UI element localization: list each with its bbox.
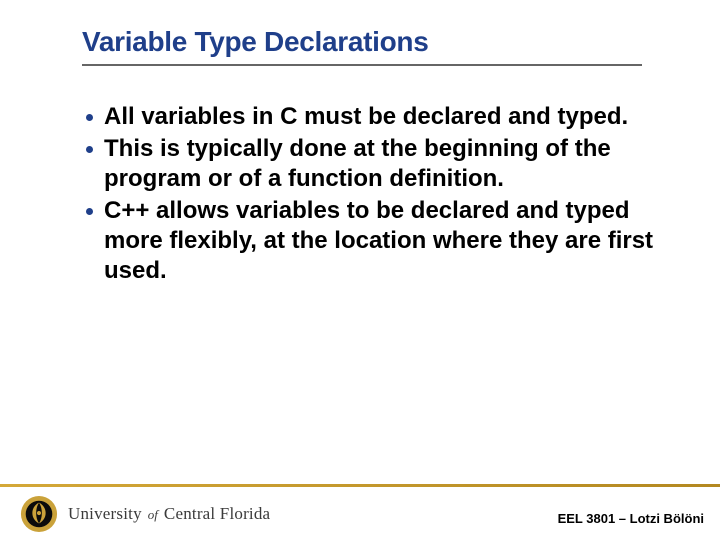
slide-footer: University of Central Florida EEL 3801 –… — [0, 484, 720, 540]
university-of-word: of — [148, 507, 158, 523]
university-branding: University of Central Florida — [20, 495, 270, 533]
list-item: All variables in C must be declared and … — [90, 102, 660, 132]
slide-title: Variable Type Declarations — [82, 26, 660, 58]
university-location: Central Florida — [164, 504, 270, 524]
ucf-seal-icon — [20, 495, 58, 533]
university-word: University — [68, 504, 142, 524]
university-name-text: University of Central Florida — [68, 504, 270, 524]
title-underline — [82, 64, 642, 66]
course-credit: EEL 3801 – Lotzi Bölöni — [558, 511, 704, 526]
list-item: This is typically done at the beginning … — [90, 134, 660, 194]
list-item: C++ allows variables to be declared and … — [90, 196, 660, 286]
slide: Variable Type Declarations All variables… — [0, 0, 720, 540]
bullet-list: All variables in C must be declared and … — [82, 102, 660, 286]
footer-content: University of Central Florida EEL 3801 –… — [0, 487, 720, 540]
